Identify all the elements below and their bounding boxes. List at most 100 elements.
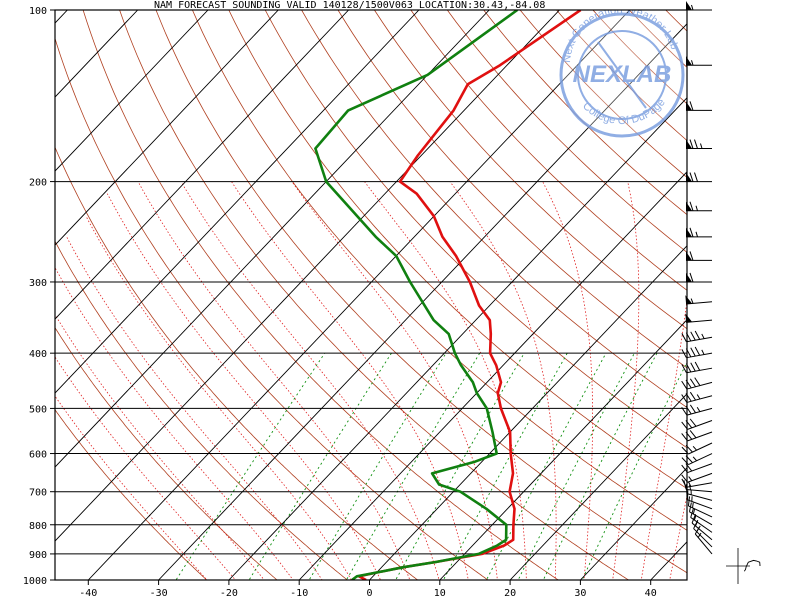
dry-adiabat <box>191 10 687 531</box>
pressure-label: 200 <box>29 178 47 189</box>
mixing-ratio-line <box>581 361 687 580</box>
isotherm-line <box>158 23 687 580</box>
temperature-label: -30 <box>150 588 168 599</box>
moist-adiabat <box>669 494 687 580</box>
moist-adiabat <box>542 181 593 580</box>
temperature-label: 20 <box>504 588 516 599</box>
wind-barb <box>681 418 713 430</box>
pressure-label: 100 <box>29 6 47 17</box>
wind-barb <box>687 490 713 510</box>
isobars <box>55 10 687 580</box>
moist-adiabat <box>640 297 687 580</box>
pressure-label: 1000 <box>23 576 47 587</box>
wind-barb <box>681 377 713 390</box>
wind-barb <box>685 313 713 323</box>
dry-adiabat <box>55 37 489 580</box>
dry-adiabat <box>410 10 687 291</box>
pressure-label: 400 <box>29 349 47 360</box>
moist-adiabat <box>55 266 294 580</box>
isotherms <box>55 10 800 580</box>
isotherm-line <box>55 10 420 394</box>
pressure-tick-labels: 100 200 300 400 500 600 700 800 900 1000 <box>23 6 47 587</box>
wind-barb <box>686 201 712 212</box>
dry-adiabat <box>725 0 800 592</box>
wind-barb <box>685 484 713 501</box>
wind-barb <box>686 1 712 11</box>
isotherm-line <box>791 10 800 580</box>
wind-barb <box>686 56 712 66</box>
mixing-ratio-line <box>395 352 525 580</box>
dry-adiabat <box>155 10 687 574</box>
wind-barb <box>681 330 713 343</box>
mixing-ratio-line <box>345 352 481 580</box>
wind-barb <box>681 391 713 403</box>
isotherm-line <box>87 10 631 580</box>
pressure-label: 500 <box>29 404 47 415</box>
wind-barb <box>686 172 712 183</box>
dry-adiabat <box>373 10 687 330</box>
wind-barb <box>694 525 713 555</box>
wind-barb <box>686 101 712 111</box>
hodograph-trace <box>743 559 761 572</box>
dry-adiabat <box>55 326 278 580</box>
wind-barb <box>688 502 713 526</box>
temperature-tick-labels: -40 -30 -20 -10 0 10 20 30 40 <box>79 588 656 599</box>
temperature-label: 0 <box>366 588 372 599</box>
wind-barb <box>685 295 713 305</box>
pressure-label: 800 <box>29 521 47 532</box>
moist-adiabat <box>612 181 640 580</box>
pressure-label: 600 <box>29 450 47 461</box>
moist-adiabat <box>449 181 557 580</box>
wind-barb <box>686 227 712 238</box>
wind-barb <box>686 272 712 283</box>
pressure-label: 900 <box>29 550 47 561</box>
moist-adiabat <box>231 181 469 580</box>
dry-adiabat <box>446 10 687 253</box>
temperature-label: -20 <box>220 588 238 599</box>
mixing-ratio-line <box>248 352 392 580</box>
moist-adiabat <box>85 216 352 580</box>
wind-barb <box>681 463 713 474</box>
wind-barb <box>681 442 713 455</box>
wind-barbs <box>681 1 713 555</box>
moist-adiabat <box>55 356 237 580</box>
nexlab-stamp: Next Generation Weather Lab College Of D… <box>559 10 685 138</box>
wind-barb <box>681 430 713 442</box>
dry-adiabat <box>82 10 560 580</box>
stamp-brand: NEXLAB <box>573 61 672 88</box>
pressure-label: 300 <box>29 278 47 289</box>
stamp-inner-ring <box>577 30 667 120</box>
temperature-label: -40 <box>79 588 97 599</box>
wind-barb <box>686 251 712 261</box>
dry-adiabat <box>55 146 419 580</box>
wind-barb <box>683 480 713 493</box>
moist-adiabat <box>137 181 411 580</box>
wind-barb <box>681 453 713 465</box>
moist-adiabat <box>180 181 440 580</box>
wind-barb <box>681 472 713 483</box>
isotherm-line <box>509 393 687 580</box>
plot-border <box>54 9 688 581</box>
dry-adiabat <box>264 10 687 449</box>
isotherm-line <box>55 10 139 98</box>
dry-adiabat <box>119 10 630 580</box>
dry-adiabat <box>228 10 687 490</box>
wind-barb <box>686 139 712 150</box>
wind-barb <box>687 496 713 518</box>
mixing-ratio-line <box>542 352 658 580</box>
isotherm-line <box>580 467 687 580</box>
isotherm-line <box>55 10 279 246</box>
temperature-label: -10 <box>290 588 308 599</box>
temperature-trace <box>357 10 582 580</box>
mixing-ratio-line <box>442 352 568 580</box>
wind-barb <box>681 346 713 359</box>
moist-adiabat <box>291 181 498 580</box>
chart-title: NAM FORECAST SOUNDING VALID 140128/1500V… <box>154 0 545 11</box>
mixing-ratio-line <box>308 352 447 580</box>
sounding-traces <box>314 10 582 580</box>
isotherm-line <box>369 245 687 580</box>
isotherm-line <box>55 10 349 320</box>
dry-adiabat <box>55 240 349 580</box>
moist-adiabat <box>364 181 527 580</box>
